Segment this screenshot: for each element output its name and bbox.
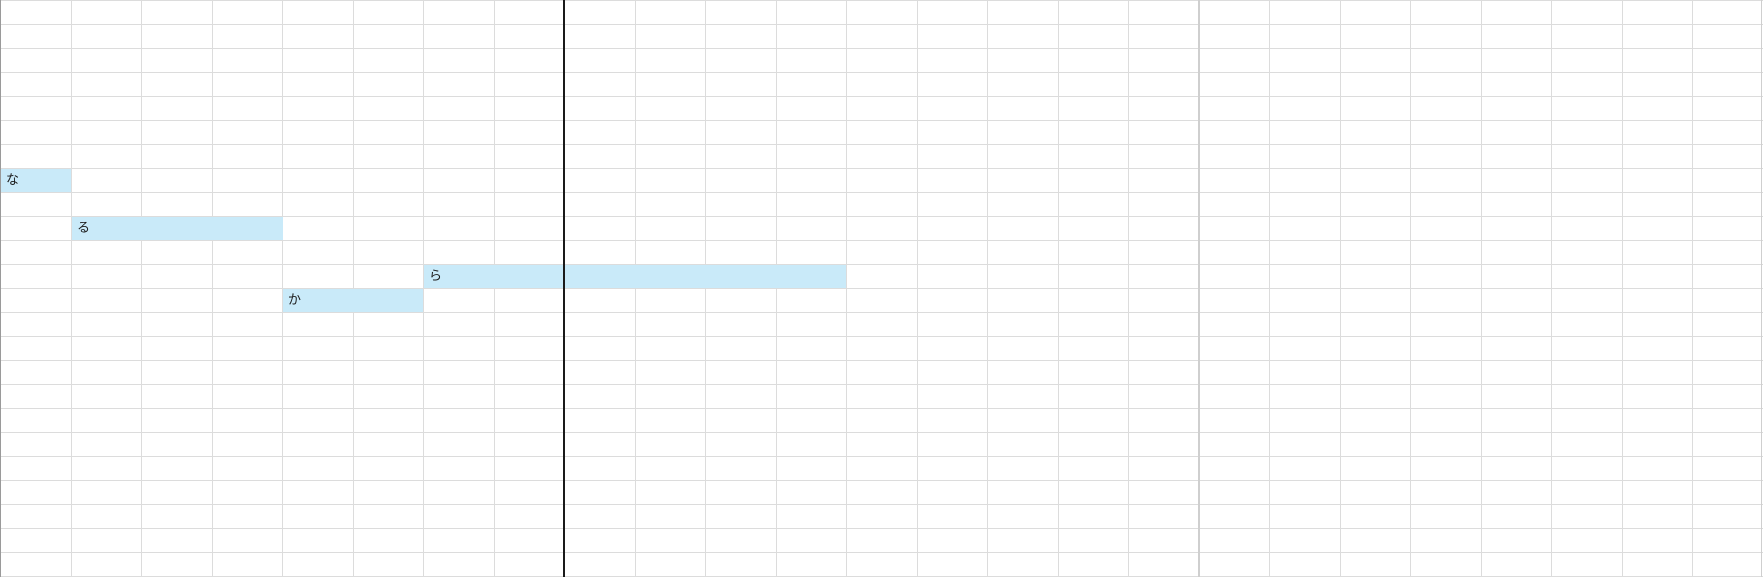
note-block[interactable]: ら: [424, 265, 846, 288]
grid-row-line: [0, 288, 1763, 289]
grid-row-line: [0, 408, 1763, 409]
grid-row-line: [0, 336, 1763, 337]
note-block[interactable]: な: [1, 169, 71, 192]
grid-row-line: [0, 144, 1763, 145]
grid-row-line: [0, 24, 1763, 25]
grid-row-line: [0, 504, 1763, 505]
grid-row-line: [0, 264, 1763, 265]
note-block[interactable]: か: [283, 289, 423, 312]
grid-row-line: [0, 216, 1763, 217]
note-lyric-label: か: [288, 293, 302, 308]
note-block[interactable]: る: [72, 217, 283, 240]
grid-row-line: [0, 96, 1763, 97]
note-lyric-label: る: [77, 221, 91, 236]
note-lyric-label: ら: [429, 269, 443, 284]
playhead-marker[interactable]: [563, 0, 565, 577]
grid-row-line: [0, 240, 1763, 241]
grid-row-line: [0, 360, 1763, 361]
grid-row-line: [0, 480, 1763, 481]
grid-row-line: [0, 48, 1763, 49]
grid-row-line: [0, 384, 1763, 385]
section-divider-line: [1198, 0, 1200, 577]
grid-right-border: [1761, 0, 1762, 577]
grid-row-line: [0, 552, 1763, 553]
grid-row-line: [0, 72, 1763, 73]
grid-row-line: [0, 528, 1763, 529]
grid-row-line: [0, 432, 1763, 433]
grid-row-line: [0, 312, 1763, 313]
grid-row-line: [0, 0, 1763, 1]
grid-row-line: [0, 192, 1763, 193]
grid-row-line: [0, 456, 1763, 457]
note-lyric-label: な: [6, 173, 20, 188]
grid-row-line: [0, 120, 1763, 121]
grid-left-border: [0, 0, 1, 577]
grid-row-line: [0, 168, 1763, 169]
